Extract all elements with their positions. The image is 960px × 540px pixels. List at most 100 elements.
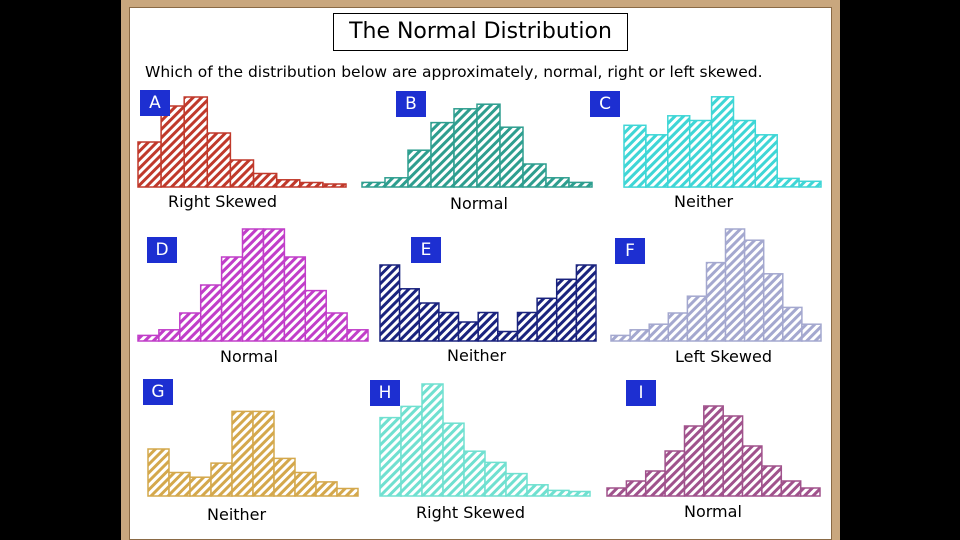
histogram-I xyxy=(606,405,821,497)
histogram-C xyxy=(623,96,822,188)
chart-label-G: G xyxy=(143,379,173,405)
bar-C-5 xyxy=(710,96,735,188)
bar-E-4 xyxy=(438,311,460,342)
histogram-E xyxy=(379,264,597,342)
bar-E-5 xyxy=(457,321,479,342)
bar-C-3 xyxy=(667,115,691,188)
answer-I: Normal xyxy=(684,502,742,521)
bar-A-7 xyxy=(275,179,301,188)
bar-F-6 xyxy=(705,261,727,342)
chart-label-C: C xyxy=(590,91,620,117)
bar-G-7 xyxy=(273,457,296,497)
chart-label-H: H xyxy=(370,380,400,406)
bar-G-2 xyxy=(168,471,191,497)
bar-D-10 xyxy=(325,312,348,342)
answer-F: Left Skewed xyxy=(675,347,772,366)
bar-B-3 xyxy=(407,149,432,188)
answer-B: Normal xyxy=(450,194,508,213)
histogram-D xyxy=(137,228,369,342)
bar-A-8 xyxy=(299,181,324,188)
bar-C-2 xyxy=(645,134,669,188)
bar-F-11 xyxy=(801,323,822,342)
bar-E-1 xyxy=(379,264,401,342)
bar-D-2 xyxy=(158,329,181,342)
bar-F-2 xyxy=(629,329,650,342)
bar-G-1 xyxy=(147,448,170,497)
bar-I-2 xyxy=(625,480,647,497)
histogram-A xyxy=(137,96,347,188)
bar-A-3 xyxy=(183,96,209,188)
bar-D-7 xyxy=(262,228,286,342)
bar-B-6 xyxy=(476,103,501,188)
answer-A: Right Skewed xyxy=(168,192,277,211)
bar-A-6 xyxy=(252,172,278,188)
chart-label-I: I xyxy=(626,380,656,406)
bar-I-11 xyxy=(799,487,821,497)
bar-G-5 xyxy=(231,410,254,497)
chart-label-A: A xyxy=(140,90,170,116)
histogram-H xyxy=(379,383,591,497)
bar-I-6 xyxy=(703,405,724,497)
bar-B-7 xyxy=(499,126,524,188)
bar-G-10 xyxy=(336,487,359,497)
answer-D: Normal xyxy=(220,347,278,366)
bar-I-4 xyxy=(664,450,686,497)
bar-F-9 xyxy=(762,273,784,342)
page-title: The Normal Distribution xyxy=(333,13,628,51)
bar-H-6 xyxy=(484,461,507,497)
bar-B-8 xyxy=(522,163,547,188)
bar-C-6 xyxy=(732,119,757,188)
answer-C: Neither xyxy=(674,192,734,211)
bar-E-7 xyxy=(497,330,519,342)
bar-H-10 xyxy=(568,490,591,497)
bar-I-1 xyxy=(606,487,628,497)
bar-C-7 xyxy=(754,134,778,188)
bar-E-3 xyxy=(418,302,440,342)
chart-label-F: F xyxy=(615,238,645,264)
bar-C-9 xyxy=(798,180,822,188)
bar-B-1 xyxy=(361,181,386,188)
bar-A-2 xyxy=(160,105,185,188)
bar-G-6 xyxy=(252,410,275,497)
bar-H-4 xyxy=(442,422,465,497)
bar-E-10 xyxy=(555,278,578,342)
bar-A-9 xyxy=(322,183,347,188)
bar-H-2 xyxy=(400,405,423,497)
bar-E-9 xyxy=(536,297,558,342)
bar-H-9 xyxy=(547,489,570,497)
bar-D-3 xyxy=(179,312,202,342)
bar-F-1 xyxy=(610,334,631,342)
bar-A-4 xyxy=(206,132,232,188)
bar-C-8 xyxy=(776,177,800,188)
bar-F-10 xyxy=(782,306,803,342)
bar-D-5 xyxy=(220,256,244,342)
bar-G-9 xyxy=(315,481,338,497)
bar-H-5 xyxy=(463,450,486,497)
bar-E-2 xyxy=(398,288,420,342)
bar-I-8 xyxy=(741,445,763,497)
answer-H: Right Skewed xyxy=(416,503,525,522)
bar-E-8 xyxy=(516,311,538,342)
bar-I-9 xyxy=(761,465,783,497)
bar-G-4 xyxy=(210,462,233,497)
bar-D-6 xyxy=(241,228,265,342)
answer-G: Neither xyxy=(207,505,267,524)
bar-C-1 xyxy=(623,124,647,188)
bar-E-11 xyxy=(575,264,597,342)
answer-E: Neither xyxy=(447,346,507,365)
bar-H-7 xyxy=(505,472,528,497)
bar-C-4 xyxy=(688,119,713,188)
histogram-G xyxy=(147,410,359,497)
bar-I-7 xyxy=(722,415,744,497)
bar-G-3 xyxy=(189,476,212,497)
histogram-F xyxy=(610,228,822,342)
bar-F-3 xyxy=(648,323,670,342)
chart-label-D: D xyxy=(147,237,177,263)
bar-B-5 xyxy=(453,108,478,188)
bar-A-1 xyxy=(137,141,162,188)
bar-B-2 xyxy=(384,177,409,188)
bar-I-5 xyxy=(683,425,705,497)
bar-F-8 xyxy=(743,239,765,342)
bar-H-3 xyxy=(421,383,444,497)
